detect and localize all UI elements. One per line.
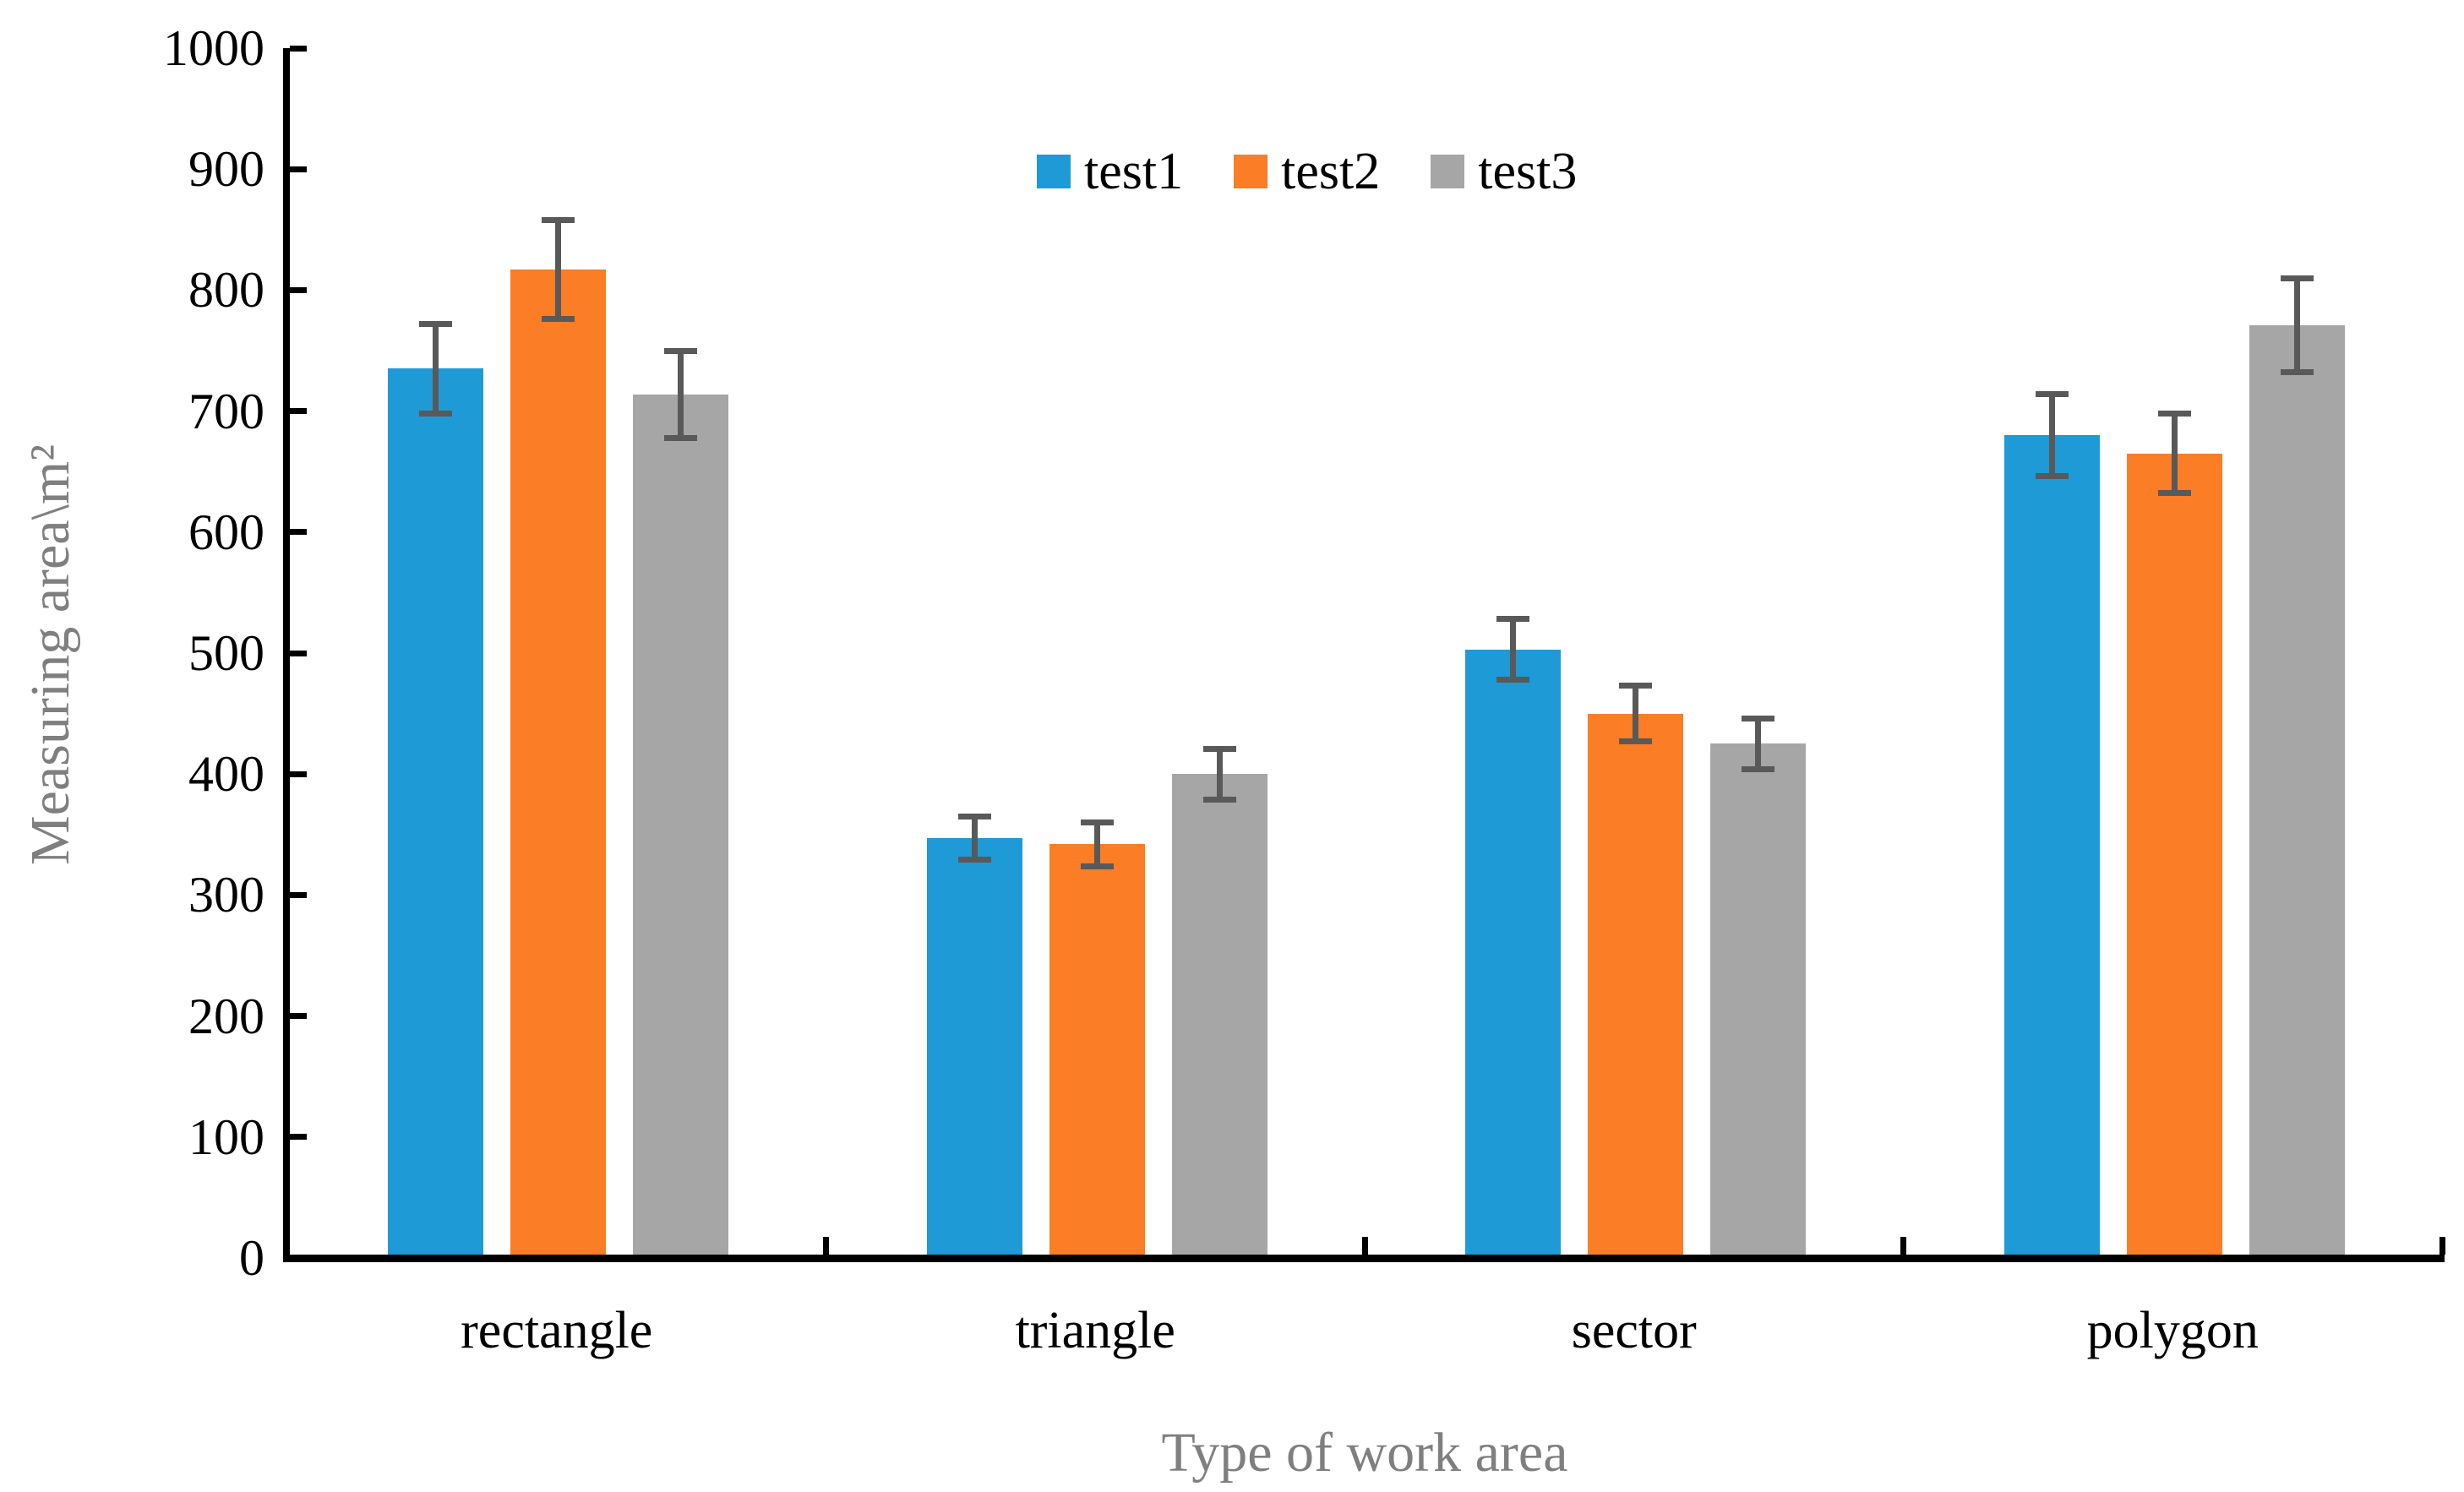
error-bar-line-test1-triangle — [971, 816, 978, 860]
error-bar-line-test2-sector — [1633, 685, 1638, 742]
y-tick-label-0: 0 — [239, 1230, 264, 1286]
error-bar-line-test3-triangle — [1216, 749, 1223, 800]
bar-test2-polygon — [2126, 453, 2222, 1255]
y-tick-label-400: 400 — [188, 746, 264, 803]
y-tick-label-200: 200 — [188, 988, 264, 1044]
error-bar-cap-bottom-test1-triangle — [957, 857, 991, 863]
bar-test3-triangle — [1171, 774, 1267, 1255]
bar-test2-sector — [1588, 713, 1683, 1255]
bar-test2-rectangle — [510, 270, 606, 1255]
error-bar-line-test2-triangle — [1093, 822, 1100, 867]
x-category-label-sector: sector — [1571, 1302, 1697, 1359]
y-tick-500 — [290, 650, 307, 656]
error-bar-cap-top-test2-polygon — [2157, 410, 2191, 417]
y-tick-label-900: 900 — [188, 141, 264, 198]
y-tick-200 — [290, 1013, 307, 1020]
error-bar-cap-top-test2-rectangle — [542, 216, 575, 223]
error-bar-line-test3-rectangle — [678, 351, 684, 438]
error-bar-cap-bottom-test3-rectangle — [664, 434, 697, 441]
y-tick-700 — [290, 408, 307, 415]
bar-test1-sector — [1465, 649, 1561, 1255]
x-category-label-polygon: polygon — [2086, 1302, 2259, 1359]
y-axis-title: Measuring area\m² — [19, 444, 81, 866]
legend-label-test2: test2 — [1281, 143, 1381, 200]
error-bar-cap-bottom-test1-rectangle — [419, 410, 452, 417]
bar-test3-polygon — [2249, 324, 2345, 1255]
y-tick-label-800: 800 — [188, 262, 264, 319]
error-bar-line-test2-polygon — [2171, 413, 2178, 493]
error-bar-cap-top-test2-sector — [1619, 683, 1652, 689]
y-tick-label-500: 500 — [188, 625, 264, 681]
x-category-label-rectangle: rectangle — [461, 1302, 653, 1359]
legend-item-test2: test2 — [1234, 145, 1380, 198]
y-tick-label-1000: 1000 — [163, 20, 264, 76]
error-bar-line-test1-rectangle — [433, 324, 439, 414]
y-tick-600 — [290, 529, 307, 536]
x-axis-title: Type of work area — [1161, 1422, 1568, 1484]
legend-item-test1: test1 — [1037, 145, 1183, 198]
error-bar-cap-bottom-test3-polygon — [2280, 369, 2314, 376]
legend-label-test1: test1 — [1084, 143, 1184, 200]
bar-test1-polygon — [2003, 435, 2100, 1255]
y-tick-300 — [290, 891, 307, 898]
error-bar-line-test3-sector — [1755, 718, 1761, 770]
bar-test3-sector — [1710, 743, 1806, 1255]
x-tick-4 — [2439, 1237, 2445, 1255]
y-tick-900 — [290, 166, 307, 172]
legend-label-test3: test3 — [1478, 143, 1578, 200]
x-axis-line — [283, 1255, 2445, 1262]
legend-item-test3: test3 — [1431, 145, 1577, 198]
legend-swatch-test1 — [1037, 155, 1071, 188]
error-bar-cap-bottom-test2-rectangle — [542, 316, 575, 323]
x-tick-1 — [823, 1237, 829, 1255]
legend-swatch-test2 — [1234, 155, 1268, 188]
x-tick-3 — [1900, 1237, 1906, 1255]
y-tick-label-600: 600 — [188, 504, 264, 560]
error-bar-cap-top-test1-sector — [1496, 616, 1529, 623]
y-tick-label-700: 700 — [188, 383, 264, 439]
error-bar-line-test2-rectangle — [555, 220, 561, 319]
x-tick-2 — [1361, 1237, 1368, 1255]
error-bar-cap-bottom-test2-polygon — [2157, 490, 2191, 497]
y-axis-line — [283, 48, 290, 1262]
error-bar-cap-top-test1-rectangle — [419, 320, 452, 327]
error-bar-cap-bottom-test1-sector — [1496, 677, 1529, 683]
error-bar-line-test1-sector — [1510, 618, 1516, 680]
error-bar-cap-top-test1-triangle — [957, 813, 991, 820]
y-tick-800 — [290, 286, 307, 293]
bar-test1-rectangle — [388, 368, 483, 1255]
error-bar-line-test1-polygon — [2048, 394, 2055, 476]
x-category-label-triangle: triangle — [1015, 1302, 1175, 1359]
legend: test1 test2 test3 — [1037, 145, 1577, 198]
y-tick-1000 — [290, 45, 307, 52]
bar-test2-triangle — [1049, 844, 1145, 1255]
error-bar-cap-bottom-test3-triangle — [1202, 796, 1236, 803]
error-bar-cap-top-test3-triangle — [1202, 745, 1236, 752]
y-tick-100 — [290, 1134, 307, 1141]
error-bar-cap-top-test3-polygon — [2280, 275, 2314, 281]
error-bar-cap-bottom-test3-sector — [1742, 765, 1774, 772]
error-bar-cap-top-test3-sector — [1742, 715, 1774, 721]
y-tick-400 — [290, 771, 307, 777]
error-bar-cap-top-test3-rectangle — [664, 347, 697, 354]
error-bar-line-test3-polygon — [2293, 278, 2300, 373]
bar-test1-triangle — [926, 838, 1022, 1255]
bar-test3-rectangle — [633, 394, 728, 1255]
error-bar-cap-top-test1-polygon — [2035, 391, 2069, 398]
legend-swatch-test3 — [1431, 155, 1465, 188]
error-bar-cap-bottom-test1-polygon — [2035, 473, 2069, 480]
error-bar-cap-bottom-test2-triangle — [1080, 863, 1114, 869]
y-tick-label-100: 100 — [188, 1108, 264, 1165]
error-bar-cap-top-test2-triangle — [1080, 819, 1114, 825]
error-bar-cap-bottom-test2-sector — [1619, 738, 1652, 745]
y-tick-label-300: 300 — [188, 867, 264, 923]
